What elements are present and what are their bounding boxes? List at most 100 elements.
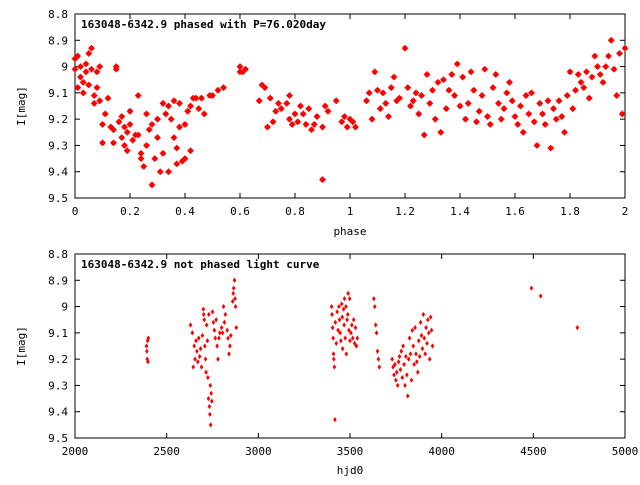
- data-point: [396, 359, 401, 365]
- data-point: [96, 97, 103, 104]
- data-point: [211, 319, 216, 325]
- data-point: [230, 298, 235, 304]
- data-point: [88, 66, 95, 73]
- data-point: [536, 100, 543, 107]
- data-point: [324, 108, 332, 115]
- data-point: [232, 277, 237, 283]
- data-point: [594, 63, 601, 70]
- x-axis-label-bottom: hjd0: [337, 464, 364, 477]
- data-point: [421, 131, 428, 139]
- data-point: [110, 126, 117, 133]
- data-point: [206, 395, 211, 402]
- data-point: [347, 327, 351, 333]
- data-point: [196, 359, 200, 365]
- data-point: [564, 92, 571, 99]
- data-point: [412, 89, 420, 97]
- x-tick-label: 0.6: [230, 205, 250, 218]
- data-point: [135, 131, 142, 139]
- data-point: [580, 84, 587, 91]
- data-point: [181, 155, 189, 162]
- data-point: [121, 142, 128, 149]
- data-point: [286, 115, 293, 123]
- data-point: [583, 68, 590, 76]
- data-point: [467, 68, 475, 76]
- y-tick-label: 8.9: [48, 274, 68, 287]
- data-point: [591, 52, 598, 60]
- data-point: [71, 66, 79, 73]
- data-point: [208, 422, 213, 428]
- data-point: [343, 335, 348, 341]
- data-point: [196, 335, 201, 341]
- data-point: [462, 115, 469, 123]
- data-point: [145, 356, 150, 362]
- y-tick-label: 9.1: [48, 327, 68, 340]
- x-tick-label: 0: [72, 205, 79, 218]
- data-point: [426, 317, 430, 323]
- data-point: [213, 335, 218, 341]
- data-point: [334, 340, 339, 346]
- data-point: [374, 87, 381, 94]
- data-point: [350, 322, 354, 328]
- data-point: [225, 327, 229, 333]
- data-point: [140, 163, 147, 170]
- data-point: [352, 340, 357, 346]
- data-point: [199, 364, 204, 370]
- x-tick-label: 1: [347, 205, 354, 218]
- data-point: [333, 319, 338, 325]
- data-point: [396, 94, 403, 102]
- data-point: [374, 330, 379, 336]
- data-point: [366, 89, 373, 97]
- data-point: [191, 364, 196, 370]
- data-point: [495, 100, 502, 107]
- data-point: [236, 63, 244, 70]
- data-point: [297, 102, 304, 110]
- data-point: [159, 150, 167, 157]
- data-series-top: [71, 37, 629, 189]
- data-point: [209, 398, 214, 404]
- data-point: [339, 301, 344, 307]
- data-point: [137, 155, 145, 162]
- data-point: [91, 92, 98, 99]
- data-point: [124, 129, 131, 136]
- data-point: [176, 100, 183, 107]
- data-point: [423, 351, 427, 357]
- data-point: [187, 147, 194, 154]
- data-point: [403, 382, 407, 389]
- y-tick-label: 9: [61, 61, 68, 74]
- data-point: [409, 377, 414, 383]
- data-point: [203, 343, 207, 349]
- data-point: [346, 311, 350, 318]
- data-point: [110, 139, 117, 146]
- data-point: [346, 290, 350, 297]
- data-point: [319, 176, 326, 183]
- data-point: [223, 311, 228, 318]
- data-point: [148, 121, 156, 128]
- data-point: [143, 110, 150, 118]
- y-tick-label: 9.4: [48, 166, 68, 179]
- data-point: [354, 343, 359, 349]
- data-point: [410, 97, 417, 104]
- y-tick-label: 8.8: [48, 8, 68, 21]
- data-point: [96, 63, 103, 70]
- data-point: [159, 100, 167, 107]
- data-point: [337, 317, 342, 323]
- data-point: [204, 369, 208, 375]
- data-point: [215, 343, 219, 349]
- data-point: [470, 87, 477, 94]
- data-point: [221, 303, 226, 310]
- data-point: [344, 351, 349, 357]
- data-point: [511, 113, 519, 120]
- x-tick-label: 3000: [245, 445, 272, 458]
- data-point: [514, 121, 521, 128]
- data-point: [577, 79, 585, 86]
- data-point: [525, 110, 532, 118]
- data-point: [377, 364, 382, 370]
- data-point: [91, 100, 98, 107]
- data-point: [404, 84, 411, 91]
- data-point: [407, 102, 414, 110]
- data-point: [427, 356, 432, 362]
- data-point: [429, 327, 434, 333]
- data-point: [484, 113, 491, 120]
- data-point: [341, 306, 346, 312]
- data-point: [217, 335, 221, 341]
